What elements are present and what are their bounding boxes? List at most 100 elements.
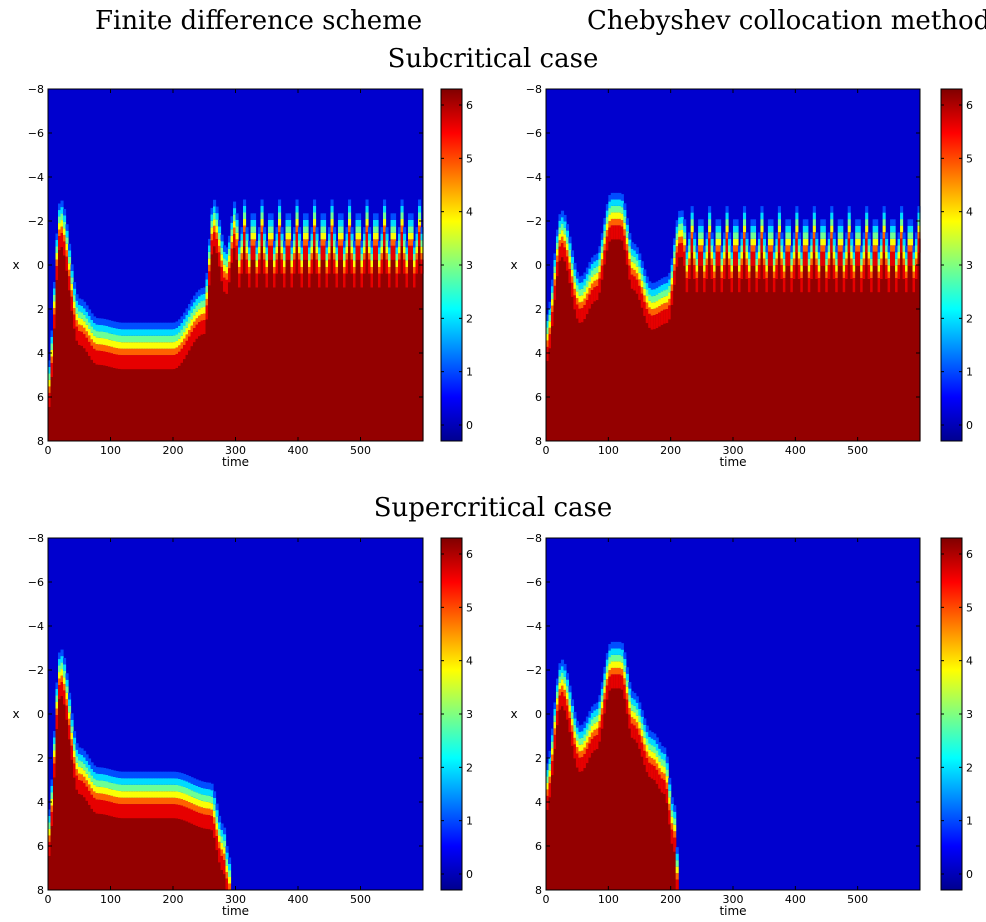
heatmap-cell bbox=[755, 258, 759, 266]
heatmap-cell bbox=[895, 271, 899, 279]
heatmap-cell bbox=[228, 235, 232, 243]
heatmap-cell bbox=[180, 348, 184, 441]
heatmap-cell bbox=[373, 245, 377, 441]
heatmap-cell bbox=[298, 240, 302, 247]
heatmap-cell bbox=[892, 219, 896, 226]
heatmap-cell bbox=[613, 667, 617, 675]
heatmap-cell bbox=[610, 225, 614, 441]
heatmap-cell bbox=[95, 767, 99, 774]
heatmap-cell bbox=[255, 260, 259, 267]
heatmap-cell bbox=[105, 768, 109, 776]
heatmap-cell bbox=[280, 259, 284, 274]
heatmap-cell bbox=[603, 699, 607, 890]
heatmap-cell bbox=[155, 342, 159, 349]
heatmap-cell bbox=[308, 253, 312, 261]
heatmap-cell bbox=[820, 238, 824, 246]
heatmap-cell bbox=[623, 684, 627, 699]
heatmap-cell bbox=[313, 199, 317, 206]
heatmap-cell bbox=[218, 841, 222, 849]
heatmap-cell bbox=[663, 290, 667, 297]
heatmap-cell bbox=[598, 708, 602, 715]
heatmap-cell bbox=[208, 795, 212, 803]
heatmap-cell bbox=[65, 256, 69, 271]
heatmap-cell bbox=[578, 757, 582, 772]
heatmap-cell bbox=[638, 272, 642, 280]
heatmap-cell bbox=[125, 804, 129, 819]
heatmap-cell bbox=[265, 247, 269, 254]
heatmap-cell bbox=[573, 262, 577, 270]
heatmap-cell bbox=[218, 835, 222, 842]
heatmap-cell bbox=[780, 239, 784, 246]
heatmap-cell bbox=[65, 237, 69, 244]
heatmap-cell bbox=[403, 240, 407, 247]
heatmap-cell bbox=[630, 697, 634, 705]
heatmap-cell bbox=[842, 265, 846, 272]
heatmap-cell bbox=[120, 342, 124, 349]
heatmap-cell bbox=[375, 219, 379, 227]
heatmap-cell bbox=[588, 724, 592, 731]
heatmap-cell bbox=[370, 240, 374, 248]
heatmap-cell bbox=[837, 225, 841, 233]
heatmap-cell bbox=[125, 348, 129, 356]
heatmap-cell bbox=[50, 343, 54, 350]
heatmap-cell bbox=[897, 245, 901, 252]
y-tick-label: 6 bbox=[37, 391, 44, 404]
heatmap-cell bbox=[578, 276, 582, 283]
heatmap-cell bbox=[353, 266, 357, 274]
heatmap-cell bbox=[615, 654, 619, 662]
heatmap-cell bbox=[205, 305, 209, 441]
heatmap-cell bbox=[610, 667, 614, 675]
heatmap-cell bbox=[553, 253, 557, 260]
heatmap-cell bbox=[857, 225, 861, 233]
heatmap-cell bbox=[865, 212, 869, 220]
heatmap-cell bbox=[275, 240, 279, 247]
heatmap-cell bbox=[170, 355, 174, 441]
heatmap-cell bbox=[150, 329, 154, 336]
heatmap-cell bbox=[625, 237, 629, 245]
heatmap-cell bbox=[643, 731, 647, 738]
heatmap-cell bbox=[203, 788, 207, 795]
heatmap-cell bbox=[650, 289, 654, 297]
heatmap-cell bbox=[780, 252, 784, 259]
heatmap-cell bbox=[655, 763, 659, 770]
heatmap-cell bbox=[570, 699, 575, 706]
heatmap-cell bbox=[558, 227, 562, 234]
heatmap-cell bbox=[328, 253, 332, 260]
heatmap-cell bbox=[648, 743, 652, 750]
heatmap-cell bbox=[693, 239, 697, 246]
heatmap-cell bbox=[335, 240, 339, 248]
heatmap-cell bbox=[650, 764, 654, 779]
heatmap-cell bbox=[673, 831, 677, 838]
heatmap-cell bbox=[158, 355, 162, 441]
heatmap-cell bbox=[872, 232, 876, 239]
heatmap-cell bbox=[580, 757, 584, 890]
heatmap-cell bbox=[625, 680, 629, 687]
heatmap-cell bbox=[735, 238, 739, 246]
heatmap-cell bbox=[213, 817, 217, 824]
heatmap-cell bbox=[620, 220, 624, 227]
heatmap-cell bbox=[210, 233, 214, 241]
heatmap-cell bbox=[862, 252, 866, 259]
heatmap-cell bbox=[555, 262, 560, 441]
heatmap-cell bbox=[415, 259, 419, 441]
heatmap-cell bbox=[910, 238, 914, 246]
heatmap-cell bbox=[150, 355, 154, 370]
heatmap-cell bbox=[640, 287, 644, 294]
heatmap-cell bbox=[115, 322, 119, 329]
heatmap-cell bbox=[832, 232, 836, 239]
heatmap-cell bbox=[175, 778, 179, 785]
heatmap-cell bbox=[703, 252, 707, 259]
heatmap-cell bbox=[618, 212, 622, 219]
heatmap-cell bbox=[213, 810, 217, 818]
heatmap-cell bbox=[703, 278, 707, 293]
heatmap-cell bbox=[845, 258, 849, 265]
heatmap-cell bbox=[150, 804, 154, 890]
heatmap-cell bbox=[915, 258, 919, 265]
heatmap-cell bbox=[218, 848, 222, 890]
heatmap-cell bbox=[68, 256, 72, 264]
heatmap-cell bbox=[133, 355, 137, 441]
heatmap-cell bbox=[555, 704, 560, 712]
heatmap-cell bbox=[660, 772, 664, 779]
heatmap-cell bbox=[578, 308, 582, 323]
heatmap-cell bbox=[368, 233, 372, 241]
